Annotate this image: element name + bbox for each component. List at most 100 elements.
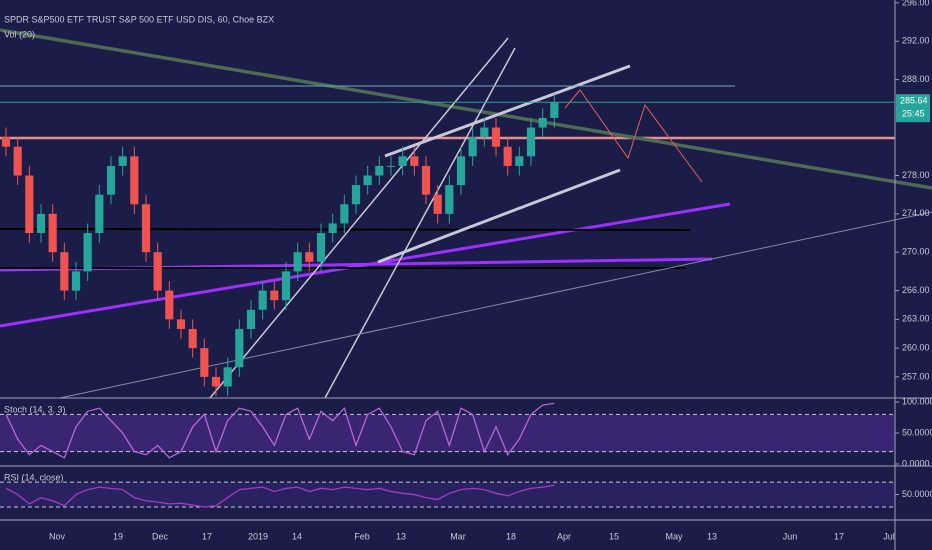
candle-body [71,271,81,291]
countdown: 25:45 [902,109,925,119]
trend-line [0,28,932,190]
candle-body [141,204,151,253]
candle-body [1,137,11,147]
candle-body [281,271,291,301]
candle-body [293,252,302,272]
wedge-line [377,168,621,264]
candle-body [491,127,501,147]
candle-body [351,185,361,205]
candle-body [211,376,221,387]
candle-body [421,165,431,195]
candle-body [270,290,279,301]
candle-body [165,290,174,320]
x-tick-label: Apr [557,531,571,541]
stoch-band [0,415,895,452]
x-tick-label: 18 [506,531,516,541]
channel-line [0,202,731,328]
y-tick-label: 274.00 [902,208,930,218]
stoch-line [5,402,555,459]
y-tick-label: 0.0000 [902,458,930,468]
y-tick-label: 266.00 [902,285,930,295]
candle-body [235,328,244,368]
candle-body [363,175,372,186]
candle-body [468,137,477,157]
projection [564,89,703,183]
candle-body [246,309,256,329]
candle-body [200,348,209,377]
y-tick-label: 263.00 [902,314,930,324]
y-tick-label: 260.00 [902,343,930,353]
y-tick-label: 50.0000 [902,427,932,437]
y-tick-label: 270.00 [902,247,930,257]
x-tick-label: Jun [783,531,798,541]
candle-body [95,194,104,234]
chart-title: SPDR S&P500 ETF TRUST S&P 500 ETF USD DI… [4,14,274,24]
candle-body [223,367,232,387]
candle-body [515,156,524,166]
candle-body [305,252,314,262]
y-tick-label: 292.00 [902,36,930,46]
candle-body [316,233,326,262]
candle-body [445,185,454,214]
candle-body [118,156,127,166]
candle-body [550,102,559,118]
y-tick-label: 100.0000 [902,396,932,406]
candle-body [456,156,466,186]
fan-line [209,37,509,399]
y-tick-label: 257.00 [902,371,930,381]
x-tick-label: Dec [152,531,169,541]
y-tick-label: 288.00 [902,74,930,84]
candle-body [60,252,69,291]
candle-body [153,252,162,291]
x-tick-label: Nov [49,531,66,541]
x-tick-label: 17 [202,531,212,541]
candle-body [13,146,22,176]
x-tick-label: May [665,531,683,541]
candle-body [36,213,46,234]
fan-line [324,47,516,399]
candle-body [328,223,337,234]
volume-label: Vol (20) [4,29,35,39]
x-tick-label: 19 [113,531,123,541]
last-price-box [896,94,930,123]
candle-body [25,175,34,234]
rsi-label: RSI (14, close) [4,472,64,482]
x-tick-label: 15 [609,531,619,541]
candle-body [83,233,92,272]
candle-body [410,156,419,166]
candle-body [188,328,197,349]
x-tick-label: 17 [834,531,844,541]
candle-body [258,290,267,310]
x-tick-label: 14 [292,531,302,541]
candle-body [176,319,186,329]
support-line [0,228,691,231]
x-tick-label: 13 [707,531,717,541]
y-tick-label: 278.00 [902,170,930,180]
candle-body [386,165,396,167]
candle-body [526,127,536,157]
candle-body [130,156,139,205]
candle-body [503,146,512,166]
stoch-label: Stoch (14, 3, 3) [4,404,66,414]
x-tick-label: 13 [396,531,406,541]
x-tick-label: Jul [883,531,895,541]
candle-body [480,127,489,138]
last-price-label: 285.64 [900,96,928,106]
candle-body [398,156,407,166]
wedge-line [384,64,631,158]
x-tick-label: Mar [450,531,466,541]
candle-body [375,165,384,176]
y-tick-label: 296.00 [902,0,930,7]
x-tick-label: 2019 [248,531,268,541]
candle-body [433,194,442,214]
candle-body [106,165,116,195]
y-tick-label: 50.0000 [902,489,932,499]
candle-body [538,117,547,128]
candle-body [340,204,349,224]
candle-body [48,213,57,253]
x-tick-label: Feb [354,531,370,541]
rsi-line [5,484,555,508]
